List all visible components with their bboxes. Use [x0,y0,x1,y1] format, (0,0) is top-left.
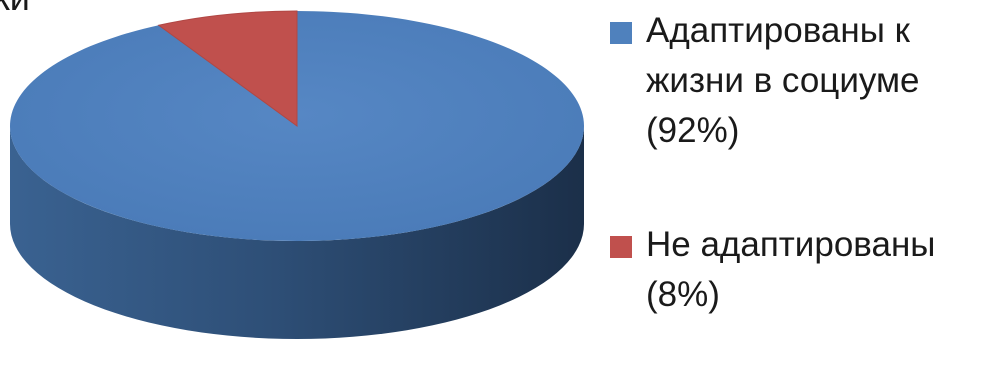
pie-slice-not-adapted [157,10,298,127]
legend-label-adapted: Адаптированы к жизни в социуме (92%) [646,11,920,150]
legend-swatch-adapted [610,22,632,44]
pie-chart [9,10,585,339]
legend-item-not-adapted: Не адаптированы (8%) [602,220,977,320]
legend-item-adapted: Адаптированы к жизни в социуме (92%) [602,6,977,156]
legend-swatch-not-adapted [610,236,632,258]
legend-label-not-adapted: Не адаптированы (8%) [646,225,936,314]
pie-side-wall [10,126,584,339]
legend: Адаптированы к жизни в социуме (92%) Не … [602,6,977,320]
chart-title-fragment: ки [0,0,30,16]
